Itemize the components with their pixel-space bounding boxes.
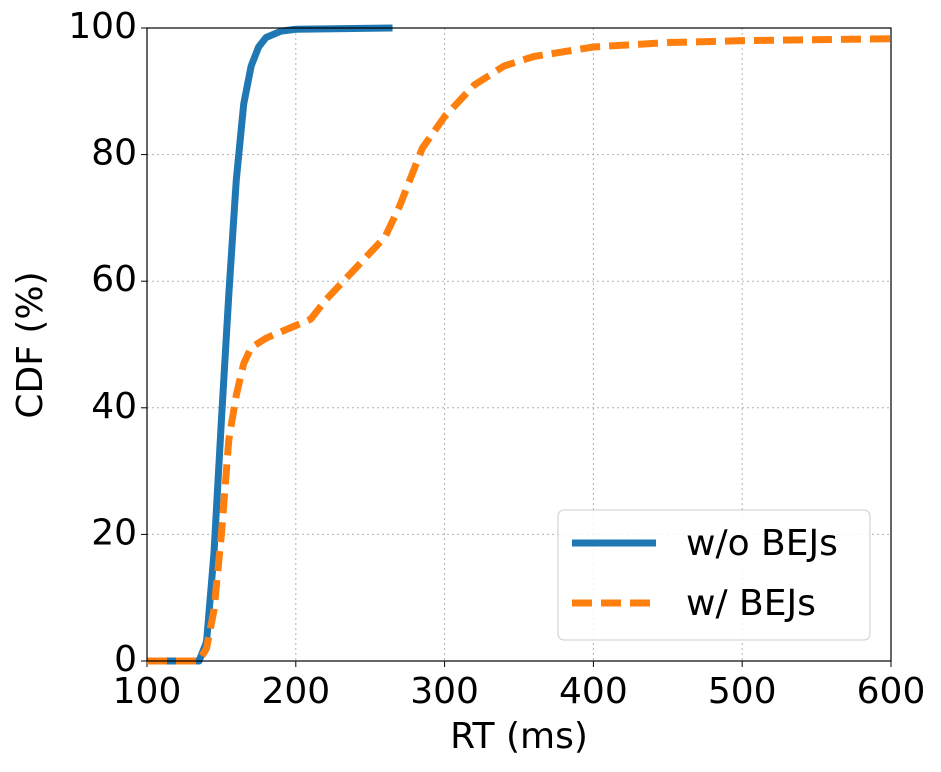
x-tick-label: 600 <box>857 671 926 712</box>
x-tick-label: 100 <box>113 671 182 712</box>
plot-frame <box>146 27 892 662</box>
y-tick-label: 40 <box>91 386 137 427</box>
legend-label: w/o BEJs <box>686 523 838 564</box>
legend: w/o BEJs w/ BEJs <box>557 509 871 641</box>
x-tick-label: 400 <box>559 671 628 712</box>
series-line <box>147 35 892 665</box>
y-tick-label: 100 <box>68 6 137 47</box>
legend-label: w/ BEJs <box>686 583 816 624</box>
x-tick-label: 300 <box>410 671 479 712</box>
series-line <box>147 24 393 665</box>
y-tick-label: 20 <box>91 512 137 553</box>
y-axis-label: CDF (%) <box>10 271 51 418</box>
x-tick-label: 200 <box>261 671 330 712</box>
x-axis-label: RT (ms) <box>450 716 588 757</box>
x-tick-label: 500 <box>708 671 777 712</box>
y-tick-label: 0 <box>114 639 137 680</box>
y-tick-label: 80 <box>91 133 137 174</box>
y-tick-label: 60 <box>91 259 137 300</box>
